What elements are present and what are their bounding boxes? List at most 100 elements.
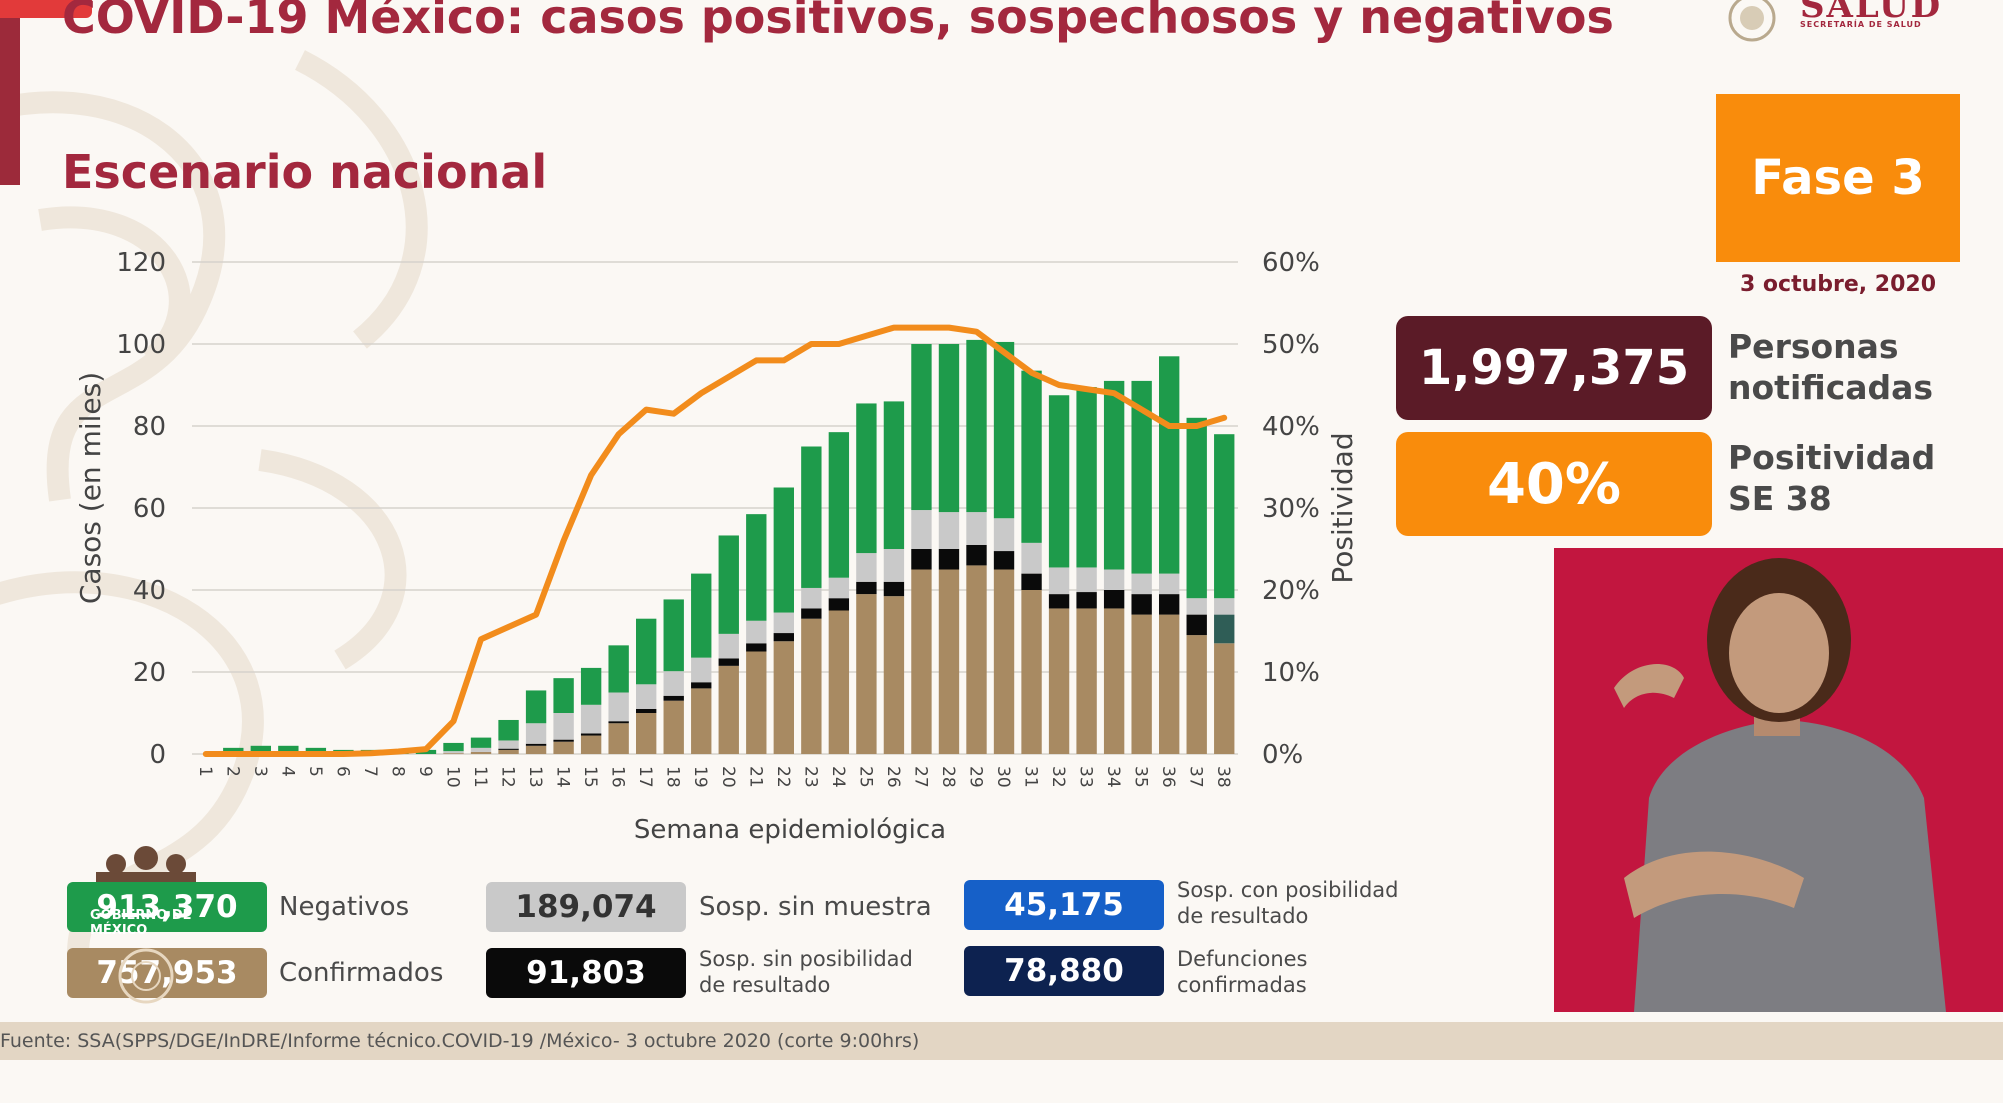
- con-posibilidad-label-line1: Sosp. con posibilidad: [1177, 878, 1399, 902]
- positivity-line-path: [202, 324, 1228, 757]
- personas-value: 1,997,375: [1396, 316, 1712, 420]
- bar-segment: [1131, 614, 1152, 754]
- bar-segment: [663, 700, 684, 754]
- bar-segment: [911, 549, 932, 570]
- y-tick-label: 0: [149, 740, 166, 770]
- sin-posibilidad-value: 91,803: [486, 948, 686, 998]
- bar-segment: [691, 682, 712, 689]
- x-tick-label: 13: [525, 766, 545, 788]
- bar-segment: [1021, 573, 1042, 590]
- bar-segment: [801, 587, 822, 609]
- y2-tick-label: 0%: [1262, 740, 1303, 770]
- bar-segment: [580, 667, 602, 705]
- bar-segment: [1158, 573, 1180, 595]
- bar-segment: [223, 747, 244, 754]
- bar-segment: [993, 518, 1015, 552]
- bar-segment: [856, 581, 877, 595]
- bar-segment: [1158, 594, 1180, 615]
- x-tick-label: 20: [718, 766, 738, 788]
- x-tick-label: 11: [470, 766, 490, 788]
- x-tick-label: 30: [993, 766, 1013, 788]
- bar-segment: [553, 741, 574, 754]
- bar-segment: [828, 610, 850, 754]
- bar-segment: [966, 544, 987, 566]
- bar-segment: [278, 745, 299, 754]
- accent-tab: [0, 0, 92, 18]
- bar-segment: [691, 688, 712, 754]
- bar-segment: [1048, 594, 1070, 609]
- x-tick-label: 33: [1076, 766, 1096, 788]
- bar-segment: [883, 401, 905, 549]
- bar-segment: [993, 569, 1015, 754]
- bar-segment: [993, 551, 1015, 570]
- bar-segment: [498, 719, 519, 741]
- bar-segment: [938, 549, 960, 570]
- bar-segment: [498, 749, 519, 754]
- sin-muestra-value: 189,074: [486, 882, 686, 932]
- bar-segment: [1021, 370, 1042, 543]
- sign-language-interpreter: [1554, 548, 2003, 1012]
- sin-muestra-label: Sosp. sin muestra: [699, 892, 932, 922]
- x-tick-label: 1: [195, 766, 215, 777]
- x-tick-label: 23: [800, 766, 820, 788]
- y-tick-label: 20: [133, 658, 166, 688]
- gobierno-text-line1: GOBIERNO DE: [90, 908, 192, 923]
- bar-segment: [773, 633, 795, 642]
- logo-salud: SALUD: [1800, 0, 1943, 26]
- sin-posibilidad-label-line1: Sosp. sin posibilidad: [699, 947, 913, 971]
- bar-segment: [938, 512, 960, 549]
- bar-segment: [773, 612, 795, 634]
- x-tick-label: 10: [443, 766, 463, 788]
- bar-segment: [1048, 608, 1070, 754]
- x-tick-label: 14: [553, 766, 573, 788]
- x-tick-label: 34: [1103, 766, 1123, 788]
- bar-segment: [553, 713, 574, 740]
- seal-icon: [118, 948, 174, 1004]
- bar-segment: [856, 553, 877, 582]
- positividad-label-line2: SE 38: [1728, 479, 1832, 518]
- bar-segment: [1103, 590, 1125, 609]
- y2-tick-label: 50%: [1262, 330, 1320, 360]
- bar-segment: [553, 678, 574, 713]
- bar-segment: [1214, 434, 1235, 599]
- accent-bar: [0, 0, 20, 185]
- phase-badge: Fase 3: [1716, 94, 1960, 262]
- bar-segment: [443, 751, 464, 754]
- defunciones-label: Defunciones confirmadas: [1177, 946, 1308, 998]
- bar-segment: [498, 740, 519, 749]
- bar-segment: [525, 743, 547, 746]
- x-tick-label: 22: [773, 766, 793, 788]
- x-tick-label: 37: [1186, 766, 1206, 788]
- national-seal-icon: [1728, 0, 1776, 42]
- bar-segment: [828, 577, 850, 599]
- x-tick-label: 17: [635, 766, 655, 788]
- bar-segment: [911, 510, 932, 549]
- x-tick-label: 21: [745, 766, 765, 788]
- bar-segment: [1076, 592, 1097, 609]
- x-tick-label: 12: [498, 766, 518, 788]
- interpreter-figure: [1614, 558, 1946, 1012]
- positivity-line: [202, 324, 1228, 757]
- report-date: 3 octubre, 2020: [1739, 272, 1937, 297]
- bar-segment: [663, 695, 684, 701]
- negativos-value: 913,370: [67, 882, 267, 932]
- bar-segment: [856, 403, 877, 554]
- x-tick-label: 6: [332, 766, 352, 777]
- bar-segment: [525, 690, 547, 724]
- x-tick-label: 16: [608, 766, 628, 788]
- bar-segment: [608, 723, 629, 754]
- y2-tick-label: 40%: [1262, 412, 1320, 442]
- bar-segment: [1103, 608, 1125, 754]
- bar-segment: [498, 748, 519, 750]
- bar-segment: [608, 692, 629, 722]
- bar-segment: [608, 645, 629, 693]
- x-axis-label: Semana epidemiológica: [634, 815, 946, 845]
- bar-segment: [1021, 590, 1042, 754]
- bar-segment: [1076, 387, 1097, 568]
- logo-secretaria: SECRETARÍA DE SALUD: [1800, 20, 1922, 29]
- bar-segment: [911, 569, 932, 754]
- y2-tick-label: 10%: [1262, 658, 1320, 688]
- bar-segment: [525, 723, 547, 744]
- footer-band: [0, 1022, 2003, 1060]
